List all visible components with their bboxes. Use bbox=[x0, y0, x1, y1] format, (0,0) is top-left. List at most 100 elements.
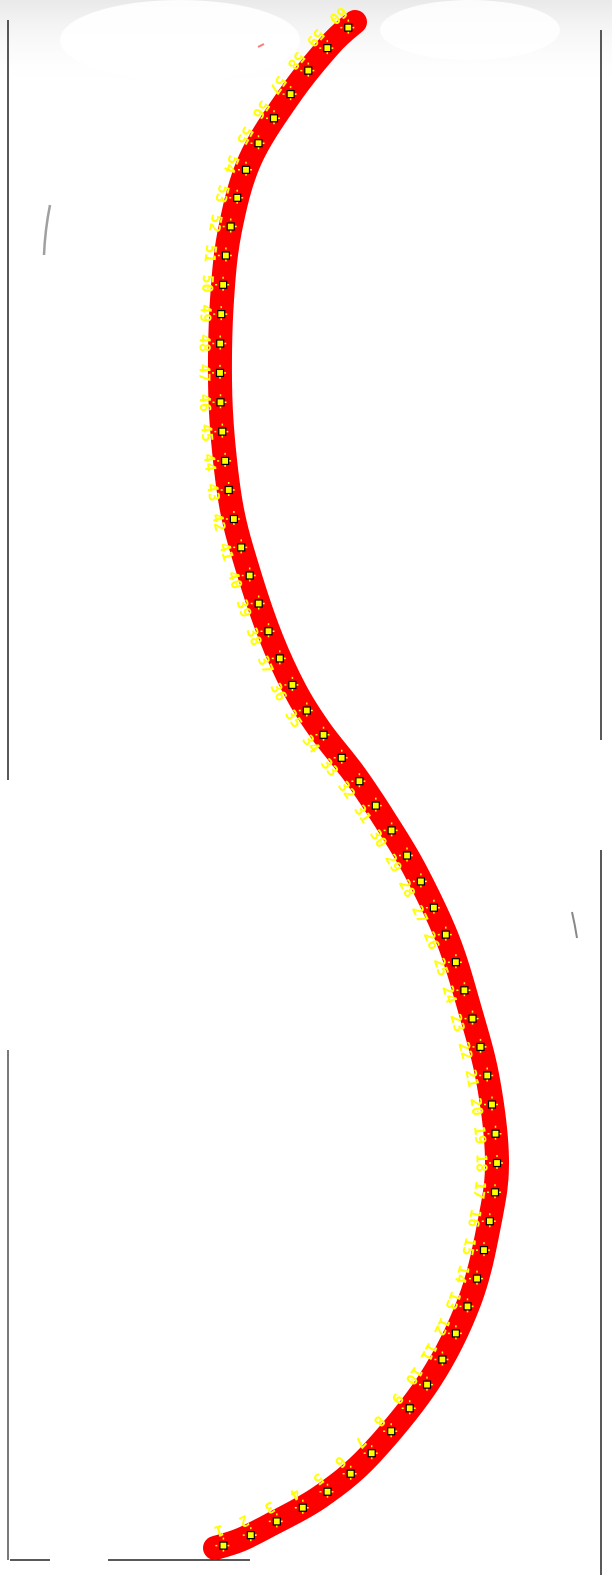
point-marker[interactable] bbox=[217, 247, 234, 264]
point-marker[interactable] bbox=[399, 847, 415, 864]
crosshair-square-icon bbox=[319, 730, 328, 739]
point-label: 54 bbox=[220, 153, 243, 176]
point-marker[interactable] bbox=[225, 511, 242, 527]
point-label: 24 bbox=[438, 983, 460, 1005]
point-marker[interactable] bbox=[250, 595, 267, 612]
point-marker[interactable] bbox=[333, 749, 350, 766]
point-marker[interactable] bbox=[472, 1038, 489, 1055]
point-marker[interactable] bbox=[298, 702, 315, 719]
point-marker[interactable] bbox=[271, 650, 288, 667]
point-label: 37 bbox=[254, 653, 278, 677]
point-label: 47 bbox=[195, 364, 213, 382]
point-marker[interactable] bbox=[342, 1465, 359, 1482]
point-marker[interactable] bbox=[315, 726, 332, 743]
point-marker[interactable] bbox=[233, 539, 250, 556]
point-marker[interactable] bbox=[241, 567, 258, 584]
point-marker[interactable] bbox=[447, 1325, 464, 1342]
crosshair-square-icon bbox=[422, 1380, 432, 1389]
point-marker[interactable] bbox=[464, 1010, 481, 1027]
point-marker[interactable] bbox=[340, 19, 357, 36]
point-label: 46 bbox=[196, 393, 215, 412]
point-label: 52 bbox=[205, 213, 226, 234]
crosshair-square-icon bbox=[346, 1469, 355, 1478]
crosshair-square-icon bbox=[272, 1517, 281, 1526]
crosshair-square-icon bbox=[483, 1071, 492, 1080]
point-marker[interactable] bbox=[242, 1527, 259, 1544]
point-marker[interactable] bbox=[487, 1184, 503, 1201]
point-marker[interactable] bbox=[425, 899, 442, 916]
point-label: 41 bbox=[215, 540, 237, 562]
point-marker[interactable] bbox=[268, 1513, 285, 1530]
point-marker[interactable] bbox=[222, 218, 239, 235]
point-marker[interactable] bbox=[383, 1423, 400, 1440]
crosshair-square-icon bbox=[241, 165, 251, 174]
point-label: 26 bbox=[420, 929, 444, 953]
point-markers bbox=[212, 19, 505, 1554]
point-marker[interactable] bbox=[250, 135, 267, 152]
crosshair-square-icon bbox=[218, 427, 227, 436]
point-label: 22 bbox=[454, 1040, 476, 1062]
point-label: 14 bbox=[451, 1263, 473, 1285]
crosshair-square-icon bbox=[246, 1530, 255, 1540]
point-marker[interactable] bbox=[437, 926, 454, 943]
point-marker[interactable] bbox=[284, 676, 301, 693]
point-label: 40 bbox=[224, 569, 247, 592]
point-marker[interactable] bbox=[367, 797, 384, 814]
point-marker[interactable] bbox=[220, 482, 237, 498]
point-marker[interactable] bbox=[489, 1155, 505, 1171]
point-marker[interactable] bbox=[319, 1483, 336, 1500]
point-marker[interactable] bbox=[401, 1400, 418, 1417]
top-left-speck bbox=[257, 43, 265, 48]
point-marker[interactable] bbox=[419, 1376, 435, 1393]
point-marker[interactable] bbox=[363, 1445, 380, 1462]
crosshair-square-icon bbox=[371, 801, 380, 810]
point-marker[interactable] bbox=[487, 1125, 504, 1142]
point-marker[interactable] bbox=[456, 982, 473, 999]
point-marker[interactable] bbox=[282, 86, 299, 103]
point-label: 18 bbox=[472, 1154, 490, 1172]
point-marker[interactable] bbox=[215, 276, 232, 293]
crosshair-square-icon bbox=[441, 930, 450, 939]
crosshair-square-icon bbox=[229, 514, 238, 524]
point-marker[interactable] bbox=[212, 335, 229, 352]
point-marker[interactable] bbox=[212, 394, 229, 411]
point-marker[interactable] bbox=[229, 189, 246, 206]
point-marker[interactable] bbox=[484, 1096, 500, 1113]
point-marker[interactable] bbox=[215, 1537, 232, 1554]
point-marker[interactable] bbox=[260, 623, 277, 640]
point-marker[interactable] bbox=[300, 62, 317, 79]
point-marker[interactable] bbox=[459, 1298, 476, 1315]
point-marker[interactable] bbox=[214, 423, 231, 440]
point-marker[interactable] bbox=[469, 1270, 485, 1287]
point-marker[interactable] bbox=[434, 1351, 451, 1368]
crosshair-square-icon bbox=[323, 1487, 332, 1496]
point-marker[interactable] bbox=[294, 1499, 311, 1516]
point-marker[interactable] bbox=[412, 873, 429, 890]
point-marker[interactable] bbox=[481, 1213, 498, 1230]
point-label: 44 bbox=[200, 453, 220, 473]
point-marker[interactable] bbox=[351, 773, 368, 790]
point-marker[interactable] bbox=[266, 110, 282, 127]
point-marker[interactable] bbox=[217, 452, 234, 469]
crosshair-square-icon bbox=[323, 43, 332, 53]
point-marker[interactable] bbox=[213, 306, 230, 323]
crosshair-square-icon bbox=[402, 851, 412, 860]
point-marker[interactable] bbox=[479, 1067, 496, 1084]
crosshair-square-icon bbox=[221, 456, 230, 465]
point-label: 21 bbox=[461, 1068, 482, 1089]
crosshair-square-icon bbox=[288, 680, 297, 690]
point-marker[interactable] bbox=[212, 364, 228, 381]
point-marker[interactable] bbox=[238, 161, 254, 178]
point-marker[interactable] bbox=[319, 40, 336, 57]
crosshair-square-icon bbox=[304, 66, 313, 75]
point-label: 17 bbox=[469, 1180, 489, 1200]
point-marker[interactable] bbox=[447, 954, 464, 971]
point-marker[interactable] bbox=[383, 822, 400, 839]
crosshair-square-icon bbox=[226, 222, 235, 231]
point-label: 48 bbox=[196, 334, 214, 352]
point-label: 23 bbox=[446, 1012, 468, 1034]
point-marker[interactable] bbox=[476, 1242, 492, 1259]
point-label: 51 bbox=[200, 243, 220, 263]
